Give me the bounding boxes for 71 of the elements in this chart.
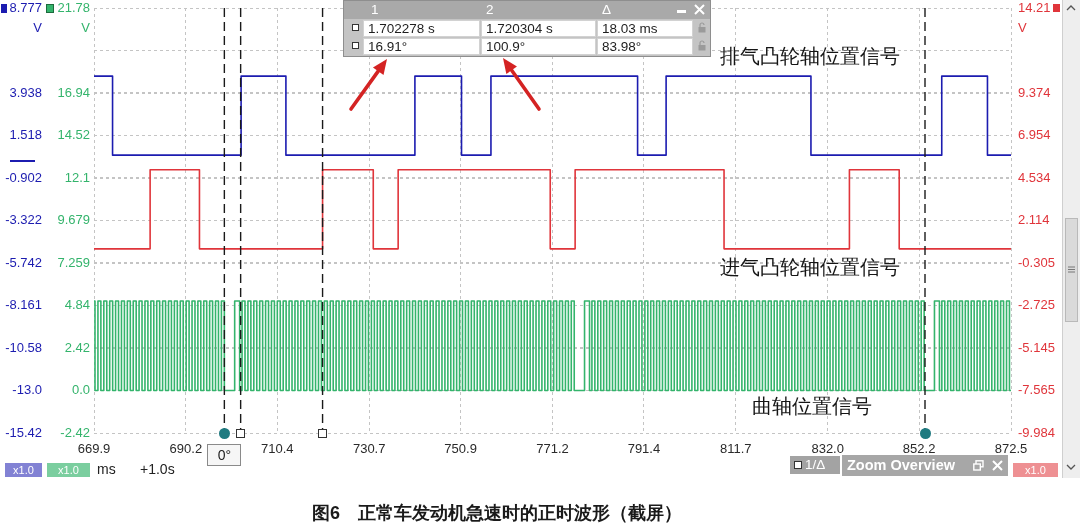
title-bar: Zoom Overview — [842, 455, 1008, 476]
y-tick-label: -5.742 — [5, 254, 42, 270]
y-axis-title: V — [33, 19, 43, 35]
annotation: 16.91° — [368, 39, 408, 55]
toolbar-button: 1/Δ — [790, 456, 840, 474]
x-tick-label: 811.7 — [720, 441, 752, 457]
table-cell: 18.03 ms — [597, 20, 693, 37]
y2-tick-label: 14.52 — [57, 127, 90, 143]
x-tick-label: 872.5 — [994, 441, 1028, 457]
x-tick-label: 730.7 — [352, 441, 386, 457]
y2-tick-label: 0.0 — [71, 382, 90, 398]
y3-axis-title: V — [1018, 19, 1027, 35]
text: 图6 正常车发动机急速时的正时波形（截屏） — [312, 502, 683, 525]
text: +1.0s — [140, 461, 175, 477]
x-tick-label: 750.9 — [444, 441, 477, 457]
y2-tick-label: 21.78 — [57, 0, 90, 15]
y3-tick-label: 9.374 — [1018, 84, 1051, 100]
annotation: 2 — [486, 2, 494, 17]
y2-tick-label: 12.1 — [64, 169, 90, 185]
table-cell: 100.9° — [481, 38, 596, 55]
table-cell: 1.720304 s — [481, 20, 596, 37]
y2-tick-label: 7.259 — [57, 254, 90, 270]
annotation: 1.702278 s — [368, 21, 435, 37]
x-tick-label: 669.9 — [77, 441, 111, 457]
x-tick-label: 710.4 — [261, 441, 294, 457]
ruler-label: 0° — [207, 444, 242, 466]
y3-tick-label: 4.534 — [1018, 169, 1051, 185]
y3-tick-label: -0.305 — [1018, 254, 1055, 270]
y2-tick-label: 16.94 — [57, 84, 90, 100]
y-tick-label: -3.322 — [5, 212, 42, 228]
y-tick-label: 3.938 — [9, 84, 42, 100]
annotation: 83.98° — [602, 39, 642, 55]
y-tick-label: 8.777 — [9, 0, 42, 15]
annotation: 18.03 ms — [602, 21, 658, 37]
y2-tick-label: 2.42 — [64, 339, 90, 355]
annotation: 1.720304 s — [486, 21, 553, 37]
y2-tick-label: 4.84 — [64, 297, 90, 313]
y3-tick-label: 2.114 — [1018, 212, 1050, 228]
scale-button: x1.0 — [1013, 463, 1058, 477]
y-tick-label: -0.902 — [5, 169, 42, 185]
x-tick-label: 771.2 — [536, 441, 569, 457]
table-cell: 16.91° — [363, 38, 480, 55]
y3-tick-label: -7.565 — [1018, 382, 1055, 398]
y3-tick-label: -2.725 — [1018, 297, 1055, 313]
y3-tick-label: 6.954 — [1018, 127, 1051, 143]
x-tick-label: 832.0 — [811, 441, 844, 457]
y2-axis-title: V — [81, 19, 91, 35]
x-tick-label: 791.4 — [627, 441, 661, 457]
y2-tick-label: -2.42 — [60, 424, 90, 440]
annotation: Δ — [602, 2, 612, 17]
table-cell: 83.98° — [597, 38, 693, 55]
y-tick-label: 1.518 — [9, 127, 42, 143]
x-axis-title: ms — [97, 461, 116, 477]
y3-tick-label: -5.145 — [1018, 339, 1055, 355]
annotation: 1 — [371, 2, 379, 17]
y3-tick-label: -9.984 — [1018, 424, 1055, 440]
series-label: 曲轴位置信号 — [752, 394, 872, 419]
y-tick-label: -8.161 — [5, 297, 42, 313]
y-tick-label: -15.42 — [5, 424, 42, 440]
table-cell: 1.702278 s — [363, 20, 480, 37]
scale-button: x1.0 — [5, 463, 42, 477]
annotation: 100.9° — [486, 39, 526, 55]
series-label: 进气凸轮轴位置信号 — [720, 255, 900, 280]
scale-button: x1.0 — [47, 463, 90, 477]
y-tick-label: -13.0 — [12, 382, 42, 398]
y3-tick-label: 14.21 — [1018, 0, 1051, 15]
y-tick-label: -10.58 — [5, 339, 42, 355]
x-tick-label: 852.2 — [902, 441, 936, 457]
x-tick-label: 690.2 — [169, 441, 203, 457]
y2-tick-label: 9.679 — [57, 212, 90, 228]
series-label: 排气凸轮轴位置信号 — [720, 44, 900, 69]
